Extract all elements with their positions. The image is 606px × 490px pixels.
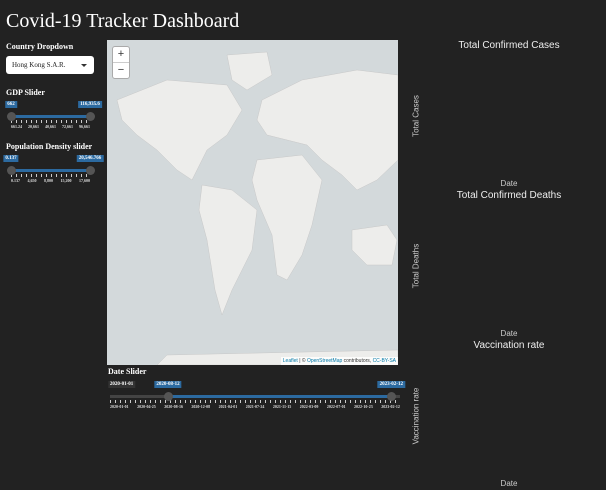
slider-marks	[11, 120, 90, 123]
chart-y-label: Total Cases	[411, 95, 421, 137]
density-label: Population Density slider	[6, 142, 93, 151]
landmass	[256, 69, 398, 191]
chart-y-label: Total Deaths	[411, 243, 421, 289]
tick-label: 15,200	[60, 178, 72, 183]
zoom-out[interactable]: −	[113, 62, 129, 78]
tick-label: 661.24	[11, 124, 22, 129]
tick-label: 2021-07-24	[245, 404, 265, 409]
tick-label: 20,661	[28, 124, 39, 129]
slider-value-label: 0.137	[3, 155, 19, 162]
tick-label: 2020-01-01	[110, 404, 129, 409]
chart-y-label: Vaccination rate	[411, 387, 421, 445]
map-attribution: Leaflet | © OpenStreetMap contributors, …	[280, 357, 398, 365]
slider-ticks: 2020-01-01 2020-04-25 2020-08-16 2020-12-08…	[110, 404, 400, 409]
tick-label: 72,661	[62, 124, 73, 129]
slider-handle[interactable]	[163, 392, 173, 401]
gdp-label: GDP Slider	[6, 88, 45, 97]
date-slider[interactable]: 2020-01-01 2020-08-12 2023-02-12 2020-01-01…	[107, 380, 405, 410]
tick-label: 2021-11-15	[272, 404, 292, 409]
tick-label: 2021-04-01	[218, 404, 238, 409]
landmass	[226, 51, 273, 91]
slider-range	[168, 395, 392, 398]
attr-link[interactable]: Leaflet	[282, 358, 298, 364]
slider-handle[interactable]	[85, 166, 95, 175]
map[interactable]	[107, 40, 398, 365]
slider-handle[interactable]	[6, 112, 16, 121]
tick-label: 8,800	[44, 178, 53, 183]
country-dropdown[interactable]: Hong Kong S.A.R.	[6, 56, 94, 74]
tick-label: 17,600	[79, 178, 90, 183]
attr-link[interactable]: OpenStreetMap	[306, 358, 343, 364]
attr-text: | ©	[299, 358, 306, 364]
slider-handle[interactable]	[386, 392, 396, 401]
tick-label: 4,650	[27, 178, 37, 183]
tick-label: 2022-10-23	[354, 404, 373, 409]
page-title: Covid-19 Tracker Dashboard	[6, 10, 240, 32]
date-label: Date Slider	[108, 367, 147, 376]
chart-x-label: Date	[500, 479, 518, 488]
chart-x-label: Date	[500, 329, 518, 338]
landmass	[198, 184, 258, 316]
slider-range	[11, 115, 90, 118]
chart-x-label: Date	[500, 179, 518, 188]
landmass	[351, 224, 398, 266]
landmass	[251, 154, 323, 281]
slider-handle[interactable]	[85, 112, 95, 121]
tick-label: 40,661	[45, 124, 56, 129]
slider-ticks: 661.24 20,661 40,661 72,661 96,661	[11, 124, 90, 129]
tick-label: 2020-08-16	[164, 404, 183, 409]
slider-marks	[11, 174, 90, 177]
zoom-control: + −	[112, 46, 130, 79]
landmass	[116, 79, 243, 181]
slider-value-label: 2023-02-12	[377, 381, 405, 388]
slider-value-label: 662	[5, 101, 17, 108]
tick-label: 2020-04-25	[137, 404, 156, 409]
chart-title: Vaccination rate	[473, 340, 545, 351]
density-slider[interactable]: 0.137 20,546.766 0.137 4,650 8,800 15,200 17,6…	[3, 154, 104, 184]
slider-handle[interactable]	[6, 166, 16, 175]
gdp-slider[interactable]: 662 116,935.6 661.24 20,661 40,661 72,661 96,6…	[5, 100, 102, 130]
attr-text: contributors,	[343, 358, 372, 364]
chart-title: Total Confirmed Cases	[458, 40, 560, 51]
slider-value-label: 116,935.6	[78, 101, 102, 108]
tick-label: 0.137	[11, 178, 20, 183]
tick-label: 2020-12-08	[191, 404, 211, 409]
tick-label: 2022-07-01	[326, 404, 346, 409]
map-tiles	[116, 51, 398, 365]
zoom-in[interactable]: +	[117, 48, 125, 60]
slider-marks	[110, 400, 400, 403]
tick-label: 2023-02-12	[381, 404, 400, 409]
slider-ticks: 0.137 4,650 8,800 15,200 17,600	[11, 178, 90, 183]
slider-range	[11, 169, 90, 172]
slider-min-label: 2020-01-01	[107, 381, 136, 388]
attr-link[interactable]: CC-BY-SA	[372, 358, 396, 364]
tick-label: 96,661	[79, 124, 90, 129]
tick-label: 2022-03-09	[299, 404, 319, 409]
chart-title: Total Confirmed Deaths	[456, 190, 562, 201]
country-label: Country Dropdown	[6, 42, 74, 51]
slider-value-label: 20,546.766	[76, 155, 104, 162]
slider-value-label: 2020-08-12	[154, 381, 182, 388]
